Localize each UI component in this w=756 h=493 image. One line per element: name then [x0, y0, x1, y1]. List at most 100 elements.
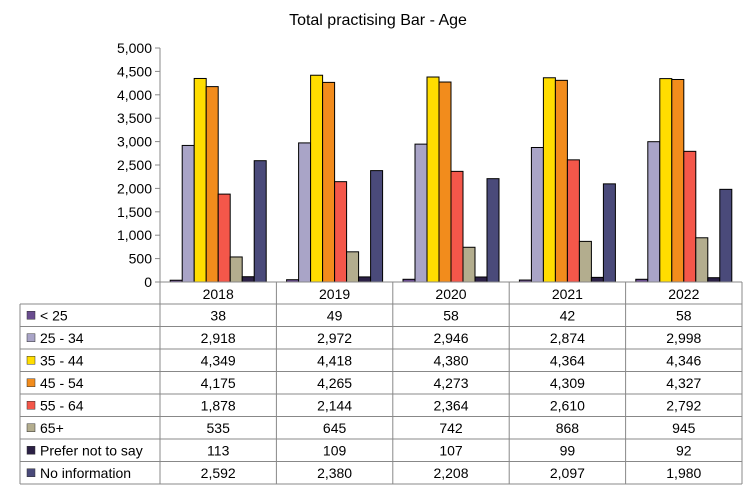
bar: [695, 237, 709, 283]
bar: [486, 178, 500, 283]
legend-label: 25 - 34: [40, 330, 84, 346]
data-label: 645: [323, 420, 347, 436]
x-category-label: 2019: [319, 286, 350, 302]
data-label: 49: [327, 307, 343, 323]
bar: [602, 183, 616, 283]
data-label: 4,346: [666, 352, 701, 368]
data-table: 2018 2019 2020 2021 2022 < 25 38 49 58 42 58 25 - 3…: [19, 281, 743, 485]
bar: [671, 78, 685, 283]
legend-label: 55 - 64: [40, 397, 84, 413]
bar: [298, 142, 312, 283]
data-label: 2,874: [550, 330, 585, 346]
bar: [181, 144, 195, 283]
data-label: 4,364: [550, 352, 585, 368]
bar: [217, 193, 231, 283]
data-label: 4,273: [433, 375, 468, 391]
x-category-label: 2018: [203, 286, 234, 302]
bar: [590, 276, 604, 283]
y-tick-label: 0: [144, 274, 152, 290]
y-tick-label: 1,500: [117, 204, 152, 220]
bar: [426, 76, 440, 283]
data-label: 38: [210, 307, 226, 323]
bar: [322, 81, 336, 283]
legend-key: [26, 401, 36, 410]
bar: [566, 159, 580, 283]
data-label: 2,998: [666, 330, 701, 346]
bar: [205, 86, 219, 283]
y-axis: 0 500 1,000 1,500 2,000 2,500 3,000 3,500 4,000 4…: [117, 40, 161, 290]
bar: [659, 78, 673, 283]
data-label: 742: [439, 420, 463, 436]
bar: [474, 276, 488, 283]
data-label: 2,592: [201, 465, 236, 481]
bars: [169, 74, 733, 283]
y-tick-label: 2,000: [117, 180, 152, 196]
y-tick-label: 4,000: [117, 87, 152, 103]
data-label: 2,918: [201, 330, 236, 346]
y-tick-label: 3,500: [117, 110, 152, 126]
data-label: 2,380: [317, 465, 352, 481]
y-tick-label: 3,000: [117, 134, 152, 150]
legend-label: No information: [40, 465, 131, 481]
bar: [414, 143, 428, 283]
legend-label: Prefer not to say: [40, 442, 143, 458]
bar: [450, 170, 464, 283]
bar: [542, 77, 556, 283]
legend-key: [26, 378, 36, 387]
data-label: 4,418: [317, 352, 352, 368]
data-label: 107: [439, 442, 463, 458]
data-label: 2,097: [550, 465, 585, 481]
data-label: 2,144: [317, 397, 352, 413]
bar: [310, 74, 324, 283]
legend-label: < 25: [40, 307, 68, 323]
data-label: 2,610: [550, 397, 585, 413]
data-label: 1,980: [666, 465, 701, 481]
data-label: 535: [207, 420, 231, 436]
legend-key: [26, 311, 36, 320]
data-label: 2,946: [433, 330, 468, 346]
legend-label: 65+: [40, 420, 64, 436]
legend-key: [26, 333, 36, 342]
data-label: 2,792: [666, 397, 701, 413]
y-tick-label: 500: [129, 251, 153, 267]
data-label: 4,175: [201, 375, 236, 391]
data-label: 4,349: [201, 352, 236, 368]
bar: [241, 276, 255, 283]
bar: [229, 256, 243, 283]
bar: [554, 79, 568, 283]
x-category-label: 2020: [435, 286, 466, 302]
data-label: 2,972: [317, 330, 352, 346]
chart-title: Total practising Bar - Age: [289, 12, 467, 29]
bar: [346, 251, 360, 283]
legend-key: [26, 356, 36, 365]
y-tick-label: 1,000: [117, 227, 152, 243]
bar: [578, 240, 592, 283]
data-label: 945: [672, 420, 696, 436]
data-label: 4,327: [666, 375, 701, 391]
bar: [462, 246, 476, 283]
data-label: 4,380: [433, 352, 468, 368]
data-label: 109: [323, 442, 347, 458]
y-tick-label: 2,500: [117, 157, 152, 173]
bar: [253, 160, 267, 283]
legend-key: [26, 468, 36, 477]
bar: [707, 277, 721, 283]
data-label: 2,364: [433, 397, 468, 413]
x-category-label: 2022: [668, 286, 699, 302]
data-label: 58: [443, 307, 459, 323]
data-label: 4,309: [550, 375, 585, 391]
bar: [193, 77, 207, 283]
bar: [647, 141, 661, 283]
data-label: 42: [560, 307, 576, 323]
data-label: 2,208: [433, 465, 468, 481]
legend-key: [26, 446, 36, 455]
x-category-label: 2021: [552, 286, 583, 302]
bar: [334, 181, 348, 283]
data-label: 1,878: [201, 397, 236, 413]
bar: [719, 188, 733, 283]
data-label: 868: [556, 420, 580, 436]
data-label: 99: [560, 442, 576, 458]
bar: [683, 150, 697, 283]
data-label: 92: [676, 442, 692, 458]
